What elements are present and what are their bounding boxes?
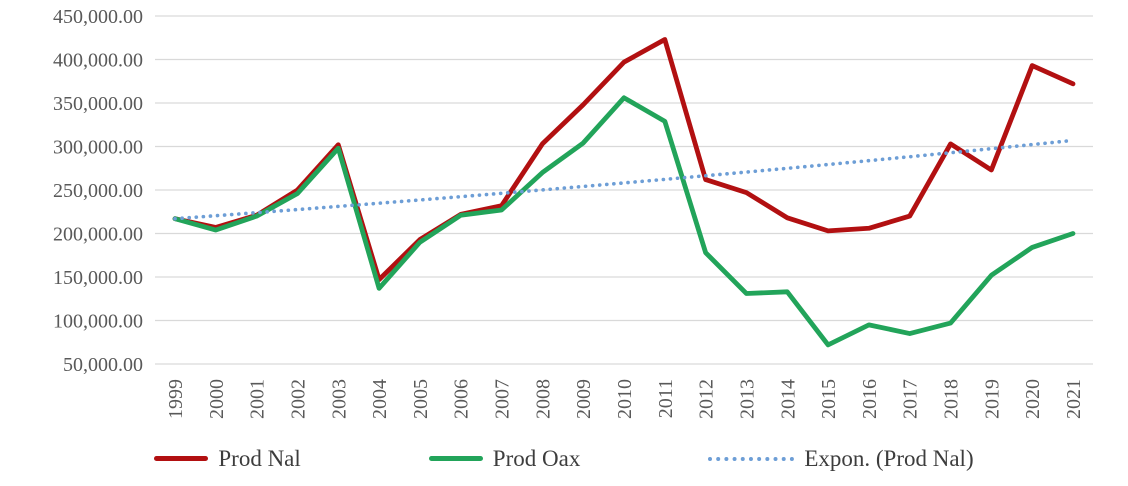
svg-text:2021: 2021	[1063, 379, 1085, 419]
svg-text:2018: 2018	[941, 379, 963, 419]
svg-text:2009: 2009	[573, 379, 595, 419]
x-axis-labels: 1999 2000 2001 2002 2003 2004 2005 2006 2007 2008…	[165, 379, 1085, 419]
chart-legend: Prod Nal Prod Oax Expon. (Prod Nal)	[0, 447, 1128, 470]
expon-trend-dotted-swatch-icon	[708, 456, 795, 461]
y-axis-labels: 450,000.00 400,000.00 350,000.00 300,000.00…	[53, 6, 143, 376]
svg-text:2003: 2003	[328, 379, 350, 419]
svg-text:250,000.00: 250,000.00	[53, 180, 143, 202]
svg-text:350,000.00: 350,000.00	[53, 93, 143, 115]
svg-text:1999: 1999	[165, 379, 187, 419]
svg-text:450,000.00: 450,000.00	[53, 6, 143, 28]
legend-label-prod-oax: Prod Oax	[492, 446, 581, 471]
trendline-expon-prod-nal	[173, 138, 1075, 221]
svg-text:2005: 2005	[410, 379, 432, 419]
series-line-prod-nal	[172, 37, 1076, 283]
legend-label-prod-nal: Prod Nal	[218, 446, 301, 471]
svg-text:100,000.00: 100,000.00	[53, 311, 143, 333]
legend-item-expon-trend: Expon. (Prod Nal)	[708, 446, 974, 471]
prod-nal-line-swatch-icon	[154, 456, 209, 461]
gridlines	[155, 15, 1093, 365]
legend-item-prod-oax: Prod Oax	[428, 446, 581, 471]
svg-text:2000: 2000	[206, 379, 228, 419]
svg-text:2016: 2016	[859, 379, 881, 419]
svg-text:2002: 2002	[287, 379, 309, 419]
legend-label-expon-trend: Expon. (Prod Nal)	[804, 446, 974, 471]
svg-text:2004: 2004	[369, 379, 391, 419]
svg-text:2011: 2011	[655, 379, 677, 418]
series-line-prod-oax	[172, 95, 1076, 348]
legend-item-prod-nal: Prod Nal	[154, 446, 301, 471]
svg-text:2007: 2007	[492, 379, 514, 419]
svg-text:300,000.00: 300,000.00	[53, 137, 143, 159]
svg-text:2001: 2001	[247, 379, 269, 419]
svg-text:2020: 2020	[1022, 379, 1044, 419]
svg-text:2014: 2014	[777, 379, 799, 419]
prod-oax-line-swatch-icon	[428, 456, 483, 461]
svg-text:2006: 2006	[451, 379, 473, 419]
svg-text:2008: 2008	[532, 379, 554, 419]
svg-text:50,000.00: 50,000.00	[63, 354, 143, 376]
svg-text:200,000.00: 200,000.00	[53, 224, 143, 246]
svg-text:2013: 2013	[736, 379, 758, 419]
svg-text:2019: 2019	[981, 379, 1003, 419]
svg-text:150,000.00: 150,000.00	[53, 267, 143, 289]
svg-text:2010: 2010	[614, 379, 636, 419]
svg-text:400,000.00: 400,000.00	[53, 50, 143, 72]
svg-text:2015: 2015	[818, 379, 840, 419]
svg-text:2017: 2017	[900, 379, 922, 419]
svg-text:2012: 2012	[696, 379, 718, 419]
